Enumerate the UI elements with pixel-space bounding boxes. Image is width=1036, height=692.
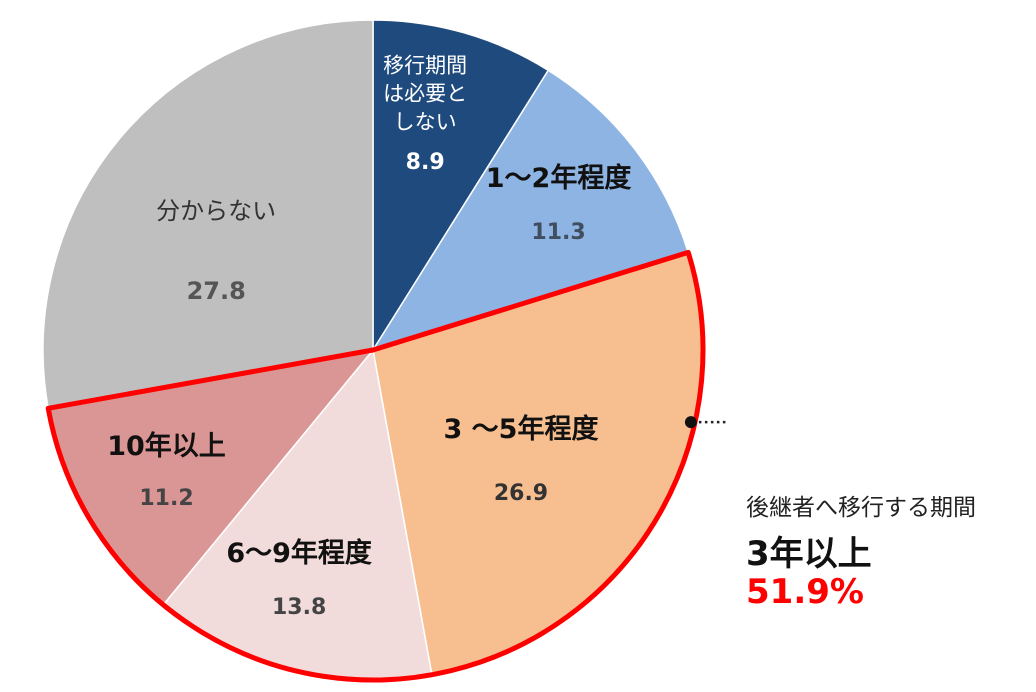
annotation-leader-dot — [684, 416, 697, 429]
slice-label: 3 ～5年程度 — [443, 413, 598, 445]
slice-value-label: 26.9 — [494, 481, 548, 506]
slice-label: 分からない — [156, 197, 276, 225]
slice-value-label: 11.3 — [531, 220, 585, 245]
slice-value-label: 13.8 — [272, 595, 326, 620]
pie-slice — [42, 19, 374, 410]
pie-slice — [372, 19, 550, 353]
slice-label: は必要と — [383, 82, 467, 106]
slice-value-label: 27.8 — [187, 277, 246, 305]
slice-label: しない — [394, 110, 457, 134]
slice-label: 6～9年程度 — [226, 537, 372, 569]
annotation-value: 51.9% — [746, 572, 864, 612]
slice-label: 1～2年程度 — [486, 162, 632, 194]
slice-label: 移行期間 — [383, 53, 467, 77]
slice-label: 10年以上 — [107, 430, 226, 462]
pie-slices — [42, 19, 704, 681]
highlight-outline — [45, 249, 706, 683]
pie-slice — [371, 69, 690, 352]
annotation-subtitle: 後継者へ移行する期間 — [746, 495, 976, 521]
annotation-title: 3年以上 — [746, 534, 872, 574]
slice-value-label: 8.9 — [406, 150, 445, 175]
slice-value-label: 11.2 — [139, 486, 193, 511]
